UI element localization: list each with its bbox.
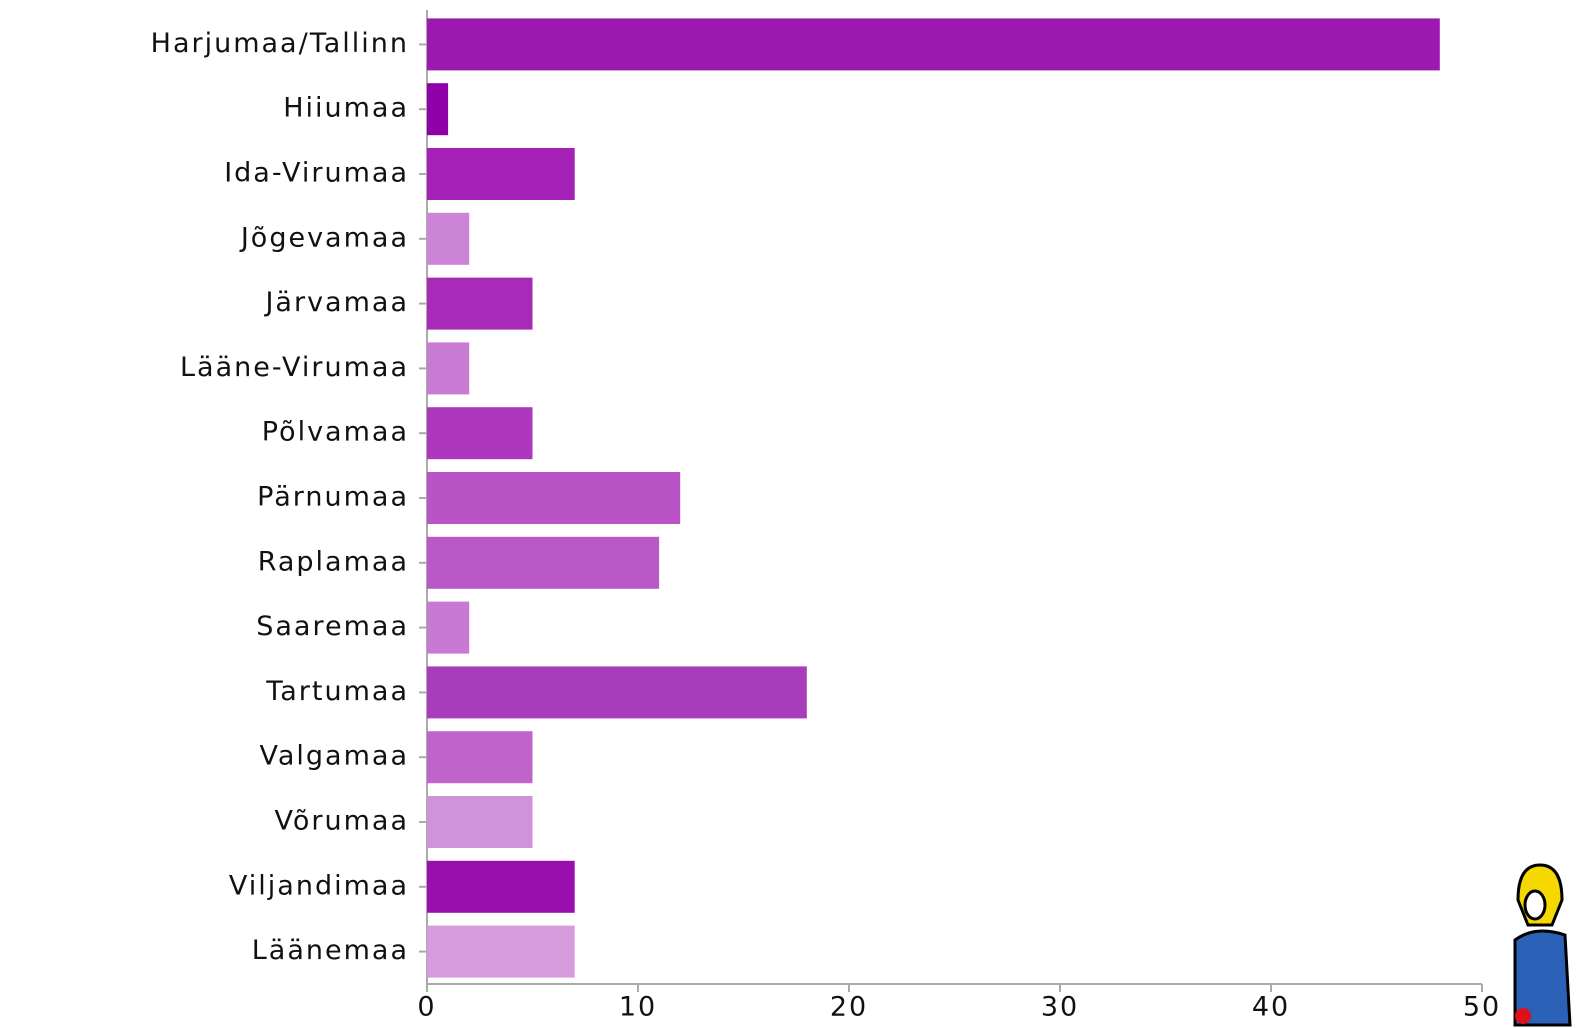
y-tick-label: Raplamaa bbox=[258, 546, 409, 577]
bar bbox=[427, 407, 533, 460]
bar bbox=[427, 212, 470, 265]
bar bbox=[427, 860, 575, 913]
bar bbox=[427, 342, 470, 395]
x-tick-label: 40 bbox=[1252, 992, 1290, 1023]
x-tick-label: 20 bbox=[830, 992, 868, 1023]
bar bbox=[427, 731, 533, 784]
y-tick-label: Järvamaa bbox=[263, 287, 409, 318]
y-tick-label: Viljandimaa bbox=[229, 870, 409, 901]
y-tick-label: Saaremaa bbox=[256, 611, 409, 642]
x-tick-label: 30 bbox=[1041, 992, 1079, 1023]
bar bbox=[427, 18, 1440, 71]
bar bbox=[427, 472, 681, 524]
y-tick-label: Pärnumaa bbox=[257, 482, 409, 513]
bar bbox=[427, 925, 575, 978]
bar bbox=[427, 536, 660, 589]
bar bbox=[427, 277, 533, 330]
bar bbox=[427, 601, 470, 654]
y-tick-label: Põlvamaa bbox=[262, 417, 409, 448]
y-tick-label: Hiiumaa bbox=[283, 93, 409, 124]
bar bbox=[427, 666, 807, 719]
y-tick-label: Jõgevamaa bbox=[239, 222, 409, 253]
bar bbox=[427, 83, 449, 136]
x-tick-label: 0 bbox=[417, 992, 436, 1023]
x-tick-label: 10 bbox=[619, 992, 657, 1023]
y-tick-label: Valgamaa bbox=[260, 741, 410, 772]
y-tick-label: Läänemaa bbox=[252, 935, 409, 966]
y-tick-label: Lääne-Virumaa bbox=[180, 352, 409, 383]
y-tick-label: Tartumaa bbox=[265, 676, 409, 707]
y-tick-label: Võrumaa bbox=[275, 806, 410, 837]
bar bbox=[427, 796, 533, 848]
bar bbox=[427, 148, 575, 200]
x-tick-label: 50 bbox=[1463, 992, 1501, 1023]
mascot bbox=[1513, 863, 1572, 1027]
y-tick-label: Harjumaa/Tallinn bbox=[151, 28, 409, 59]
y-tick-label: Ida-Virumaa bbox=[224, 158, 409, 189]
